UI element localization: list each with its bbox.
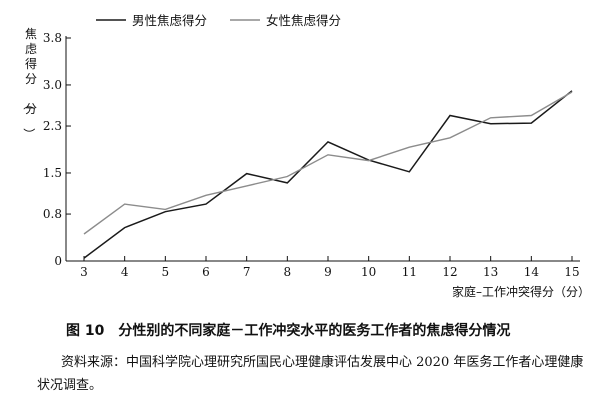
x-tick-label: 5 <box>162 265 170 279</box>
legend-label: 男性焦虑得分 <box>132 13 207 28</box>
y-tick-label: 3.0 <box>43 78 62 92</box>
x-tick-label: 11 <box>402 265 417 279</box>
x-tick-label: 13 <box>483 265 498 279</box>
y-tick-label: 0.8 <box>43 207 62 221</box>
x-tick-label: 6 <box>202 265 210 279</box>
line-chart: 0 0.8 1.5 2.3 3.0 3.8 3 4 5 6 7 8 9 10 11 12 13 14 15 男性焦虑… <box>22 13 590 299</box>
x-tick-label: 15 <box>564 265 579 279</box>
series-lines <box>83 90 573 259</box>
series-line-female <box>83 91 573 235</box>
x-tick-label: 10 <box>361 265 376 279</box>
figure-caption: 图 10 分性别的不同家庭－工作冲突水平的医务工作者的焦虑得分情况 <box>66 320 596 340</box>
x-tick-label: 7 <box>243 265 251 279</box>
tick-labels: 0 0.8 1.5 2.3 3.0 3.8 3 4 5 6 7 8 9 10 11 12 13 14 15 <box>43 31 580 279</box>
x-tick-label: 4 <box>121 265 129 279</box>
y-tick-label: 1.5 <box>43 166 62 180</box>
x-axis-label: 家庭–工作冲突得分（分） <box>452 284 590 299</box>
series-line-male <box>83 90 573 259</box>
x-tick-label: 14 <box>524 265 540 279</box>
y-axis-label: 焦虑得分（分） <box>22 27 37 140</box>
y-tick-label: 3.8 <box>43 31 62 45</box>
source-note: 资料来源：中国科学院心理研究所国民心理健康评估发展中心 2020 年医务工作者心… <box>37 355 584 393</box>
chart-axes <box>65 36 580 262</box>
legend-label: 女性焦虑得分 <box>266 13 341 28</box>
x-tick-label: 8 <box>284 265 292 279</box>
y-tick-label: 0 <box>54 254 62 268</box>
y-tick-label: 2.3 <box>43 119 62 133</box>
x-tick-label: 12 <box>442 265 457 279</box>
x-tick-label: 9 <box>324 265 332 279</box>
figure-number: 图 10 <box>66 323 105 339</box>
legend: 男性焦虑得分 女性焦虑得分 <box>96 13 341 28</box>
y-axis-label-text: 焦虑得分（分） <box>22 27 37 140</box>
figure-title: 分性别的不同家庭－工作冲突水平的医务工作者的焦虑得分情况 <box>118 323 511 339</box>
x-tick-label: 3 <box>80 265 88 279</box>
